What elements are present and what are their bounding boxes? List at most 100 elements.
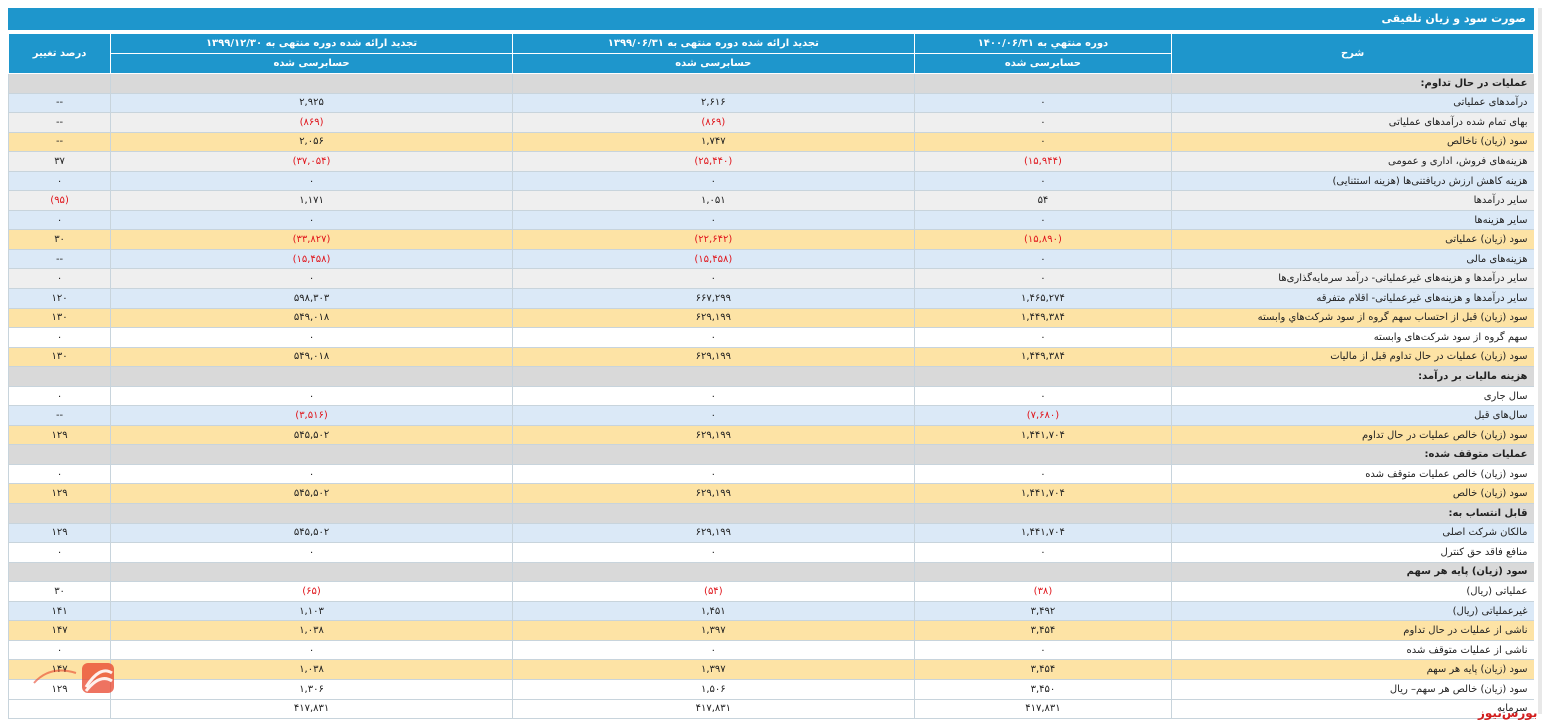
table-row: سود (زیان) خالص هر سهم– ریال ۳,۴۵۰ ۱,۵۰۶ ۱,… [7,679,1534,700]
vertical-scrollbar[interactable] [1538,8,1542,714]
value-period1: ۳,۴۵۴ [913,659,1172,680]
value-period1 [913,366,1172,387]
table-row: سود (زیان) قبل از احتساب سهم گروه از سود… [7,308,1534,329]
row-description: هزینه‌های مالی [1171,249,1534,270]
header-audit3: حسابرسی شده [110,53,513,74]
value-period1: ۰ [913,386,1172,407]
value-change [7,366,111,387]
table-row: بهای تمام شده درآمدهای عملیاتی ۰ (۸۶۹) (۸۶۹… [7,112,1534,133]
header-desc: شرح [1171,33,1534,74]
value-change: ۳۰ [7,229,111,250]
value-period2: ۱,۴۵۱ [511,601,915,622]
value-period1: ۰ [913,112,1172,133]
value-period3: ۵۴۹,۰۱۸ [110,308,513,329]
value-period1: ۳,۴۵۴ [913,620,1172,641]
value-change: ۰ [7,464,111,485]
row-description: مالکان شرکت اصلی [1171,523,1534,544]
row-description: هزینه کاهش ارزش دریافتنی‌ها (هزینه استثن… [1171,171,1534,192]
value-period2: ۰ [511,640,915,661]
value-change: ۰ [7,542,111,563]
value-period1: ۵۴ [913,190,1172,211]
value-change: ۳۷ [7,151,111,172]
value-period2: ۰ [511,327,915,348]
value-period2: ۰ [511,386,915,407]
value-period1: ۳,۴۹۲ [913,601,1172,622]
value-period2 [511,444,915,465]
value-period1: ۰ [913,249,1172,270]
value-period2: ۱,۷۴۷ [511,132,915,153]
value-period1: ۳,۴۵۰ [913,679,1172,700]
value-period2: ۱,۳۹۷ [511,659,915,680]
row-description: منافع فاقد حق کنترل [1171,542,1534,563]
row-description: سهم گروه از سود شرکت‌های وابسته [1171,327,1534,348]
value-period2: ۶۲۹,۱۹۹ [511,523,915,544]
value-period2: ۰ [511,171,915,192]
value-change: ۱۲۹ [7,425,111,446]
value-change [7,73,111,94]
value-period1 [913,444,1172,465]
value-period3: ۰ [110,268,513,290]
value-change: (۹۵) [7,190,111,211]
header-period1: دوره منتهي به ۱۴۰۰/۰۶/۳۱ [913,33,1173,54]
row-description: سود (زیان) خالص عملیات در حال تداوم [1171,425,1534,446]
table-row: سود (زیان) عملیات در حال تداوم قبل از ما… [7,347,1534,368]
watermark-text: بورس‌نیوز [1478,706,1538,720]
table-row: سود (زیان) خالص ۱,۴۴۱,۷۰۴ ۶۲۹,۱۹۹ ۵۴۵,۵۰۲ ۱۲… [7,483,1534,505]
value-change: ۰ [7,268,111,290]
value-period1 [913,503,1172,524]
table-row: هزینه‌های مالی ۰ (۱۵,۴۵۸) (۱۵,۴۵۸) -- [7,249,1534,270]
row-description: غیرعملیاتی (ریال) [1171,601,1534,622]
value-period1: (۳۸) [913,581,1172,602]
row-description: عملیات در حال تداوم: [1171,73,1534,94]
value-period1: (۱۵,۸۹۰) [913,229,1172,250]
table-row: هزینه‌های فروش، اداری و عمومی (۱۵,۹۴۴) (۲۵… [7,151,1534,172]
value-period1: ۰ [913,171,1172,192]
row-description: سرمایه [1171,699,1534,720]
value-period3 [110,562,513,583]
table-row: سود (زیان) پایه هر سهم ۳,۴۵۴ ۱,۳۹۷ ۱,۰۳۸ ۱۴۷ [7,659,1534,680]
value-period3: ۵۴۹,۰۱۸ [110,347,513,368]
value-change: ۰ [7,171,111,192]
row-description: سود (زیان) قبل از احتساب سهم گروه از سود… [1171,308,1534,329]
value-period3: ۱,۱۰۳ [110,601,513,622]
header-audit1: حسابرسی شده [913,53,1173,74]
value-change [7,562,111,583]
value-change: ۱۲۹ [7,523,111,544]
value-period2: ۶۲۹,۱۹۹ [511,347,915,368]
table-row: مالکان شرکت اصلی ۱,۴۴۱,۷۰۴ ۶۲۹,۱۹۹ ۵۴۵,۵۰۲ ۱… [7,523,1534,544]
value-period2: ۰ [511,268,915,290]
value-change: ۰ [7,386,111,407]
value-change: ۱۳۰ [7,347,111,368]
value-period3: ۱,۰۳۸ [110,659,513,680]
table-row: سال جاری ۰ ۰ ۰ ۰ [7,386,1534,407]
value-period3 [110,73,513,94]
row-description: هزینه مالیات بر درآمد: [1171,366,1534,387]
value-change: ۰ [7,210,111,231]
value-period3 [110,503,513,524]
row-description: سایر درآمدها [1171,190,1534,211]
value-period2: (۵۴) [511,581,915,602]
value-period3: ۲,۰۵۶ [110,132,513,153]
value-period3: ۵۹۸,۳۰۳ [110,288,513,309]
value-change: ۱۴۷ [7,620,111,641]
income-statement-table: شرح دوره منتهي به ۱۴۰۰/۰۶/۳۱ تجدید ارائه… [7,33,1534,720]
value-period1: ۱,۴۴۹,۳۸۴ [913,308,1172,329]
header-period2: تجدید ارائه شده دوره منتهی به ۱۳۹۹/۰۶/۳۱ [511,33,915,54]
value-change: -- [7,112,111,133]
value-period3: (۱۵,۴۵۸) [110,249,513,270]
table-row: ناشی از عملیات در حال تداوم ۳,۴۵۴ ۱,۳۹۷ ۱,۰… [7,620,1534,641]
value-period1: ۰ [913,640,1172,661]
value-change [7,503,111,524]
value-period3: ۰ [110,171,513,192]
value-period3: ۱,۱۷۱ [110,190,513,211]
value-period3: ۲,۹۲۵ [110,93,513,114]
row-description: سود (زیان) پایه هر سهم [1171,659,1534,680]
value-period3 [110,444,513,465]
row-description: بهای تمام شده درآمدهای عملیاتی [1171,112,1534,133]
value-change [7,699,111,720]
value-period2: ۱,۳۹۷ [511,620,915,641]
value-period3: (۸۶۹) [110,112,513,133]
value-period2: ۶۲۹,۱۹۹ [511,483,915,505]
row-description: ناشی از عملیات در حال تداوم [1171,620,1534,641]
row-description: سود (زیان) خالص عملیات متوقف شده [1171,464,1534,485]
